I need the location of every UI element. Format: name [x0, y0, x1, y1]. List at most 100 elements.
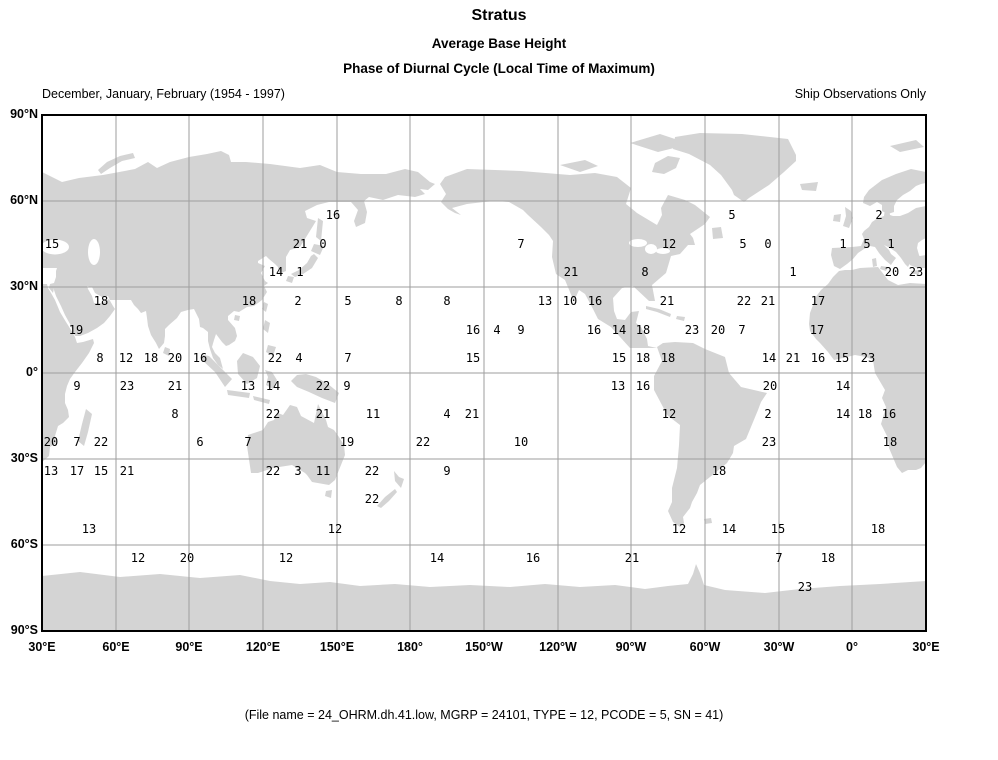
phase-hour-value: 18 — [241, 294, 257, 308]
phase-hour-value: 23 — [119, 379, 135, 393]
phase-hour-value: 11 — [315, 464, 331, 478]
phase-hour-value: 14 — [761, 351, 777, 365]
phase-hour-value: 4 — [493, 323, 501, 337]
phase-hour-value: 18 — [870, 522, 886, 536]
landmass — [843, 207, 853, 228]
phase-hour-value: 10 — [562, 294, 578, 308]
phase-hour-value: 16 — [465, 323, 481, 337]
x-tick-label: 30°E — [28, 640, 56, 654]
x-tick-label: 30°W — [763, 640, 795, 654]
phase-hour-value: 19 — [68, 323, 84, 337]
phase-hour-value: 9 — [517, 323, 525, 337]
phase-hour-value: 23 — [761, 435, 777, 449]
phase-hour-value: 12 — [327, 522, 343, 536]
phase-hour-value: 12 — [661, 407, 677, 421]
phase-hour-value: 21 — [563, 265, 579, 279]
y-tick-label: 30°N — [10, 279, 38, 293]
phase-hour-value: 22 — [265, 464, 281, 478]
phase-hour-value: 2 — [875, 208, 883, 222]
phase-hour-value: 12 — [671, 522, 687, 536]
phase-hour-value: 15 — [93, 464, 109, 478]
x-tick-label: 180° — [397, 640, 423, 654]
landmass — [712, 227, 723, 239]
phase-hour-value: 19 — [339, 435, 355, 449]
landmass — [291, 254, 318, 277]
phase-hour-value: 9 — [343, 379, 351, 393]
landmass — [377, 489, 397, 508]
phase-hour-value: 12 — [661, 237, 677, 251]
landmass — [646, 306, 671, 317]
x-tick-label: 150°W — [465, 640, 503, 654]
phase-hour-value: 20 — [710, 323, 726, 337]
phase-hour-value: 16 — [586, 323, 602, 337]
phase-hour-value: 7 — [73, 435, 81, 449]
phase-hour-value: 22 — [736, 294, 752, 308]
phase-hour-value: 16 — [192, 351, 208, 365]
sea — [919, 240, 926, 254]
landmass — [863, 169, 926, 214]
phase-hour-value: 9 — [443, 464, 451, 478]
phase-hour-value: 11 — [365, 407, 381, 421]
source-label: Ship Observations Only — [794, 87, 926, 101]
phase-hour-value: 22 — [364, 492, 380, 506]
phase-hour-value: 14 — [721, 522, 737, 536]
phase-hour-value: 22 — [315, 379, 331, 393]
sea — [645, 244, 657, 254]
phase-hour-value: 21 — [760, 294, 776, 308]
phase-hour-value: 21 — [785, 351, 801, 365]
landmass — [234, 315, 240, 321]
landmass — [263, 320, 270, 333]
phase-hour-value: 23 — [797, 580, 813, 594]
phase-hour-value: 20 — [179, 551, 195, 565]
landmass — [201, 355, 232, 387]
sea — [88, 239, 100, 265]
phase-hour-value: 21 — [167, 379, 183, 393]
phase-hour-value: 18 — [143, 351, 159, 365]
landmass — [908, 255, 926, 268]
phase-hour-value: 8 — [641, 265, 649, 279]
phase-hour-value: 13 — [610, 379, 626, 393]
phase-hour-value: 8 — [395, 294, 403, 308]
chart-subtitle-2: Phase of Diurnal Cycle (Local Time of Ma… — [343, 61, 655, 76]
x-tick-label: 0° — [846, 640, 858, 654]
phase-hour-value: 14 — [268, 265, 284, 279]
chart-subtitle-1: Average Base Height — [431, 36, 567, 51]
landmass — [833, 214, 841, 222]
phase-hour-value: 9 — [73, 379, 81, 393]
phase-hour-value: 15 — [611, 351, 627, 365]
phase-hour-value: 16 — [587, 294, 603, 308]
phase-hour-value: 17 — [809, 323, 825, 337]
phase-hour-value: 20 — [167, 351, 183, 365]
phase-hour-value: 21 — [624, 551, 640, 565]
landmass — [630, 134, 690, 152]
phase-hour-value: 1 — [839, 237, 847, 251]
phase-hour-value: 14 — [429, 551, 445, 565]
phase-hour-value: 0 — [764, 237, 772, 251]
landmass — [247, 404, 345, 485]
phase-hour-value: 23 — [860, 351, 876, 365]
phase-hour-value: 17 — [810, 294, 826, 308]
landmass — [42, 151, 435, 369]
landmass — [286, 276, 294, 283]
x-tick-label: 60°E — [102, 640, 130, 654]
phase-hour-value: 15 — [465, 351, 481, 365]
phase-hour-value: 8 — [171, 407, 179, 421]
landmass — [654, 342, 767, 527]
phase-hour-value: 21 — [292, 237, 308, 251]
phase-hour-value: 7 — [775, 551, 783, 565]
landmass — [652, 156, 680, 174]
phase-hour-value: 2 — [764, 407, 772, 421]
phase-hour-value: 20 — [884, 265, 900, 279]
sea — [42, 239, 69, 255]
x-tick-label: 120°W — [539, 640, 577, 654]
landmass — [78, 409, 92, 446]
phase-hour-value: 5 — [863, 237, 871, 251]
phase-hour-value: 4 — [443, 407, 451, 421]
chart-title: Stratus — [471, 7, 527, 24]
landmass — [266, 345, 276, 356]
landmass — [253, 396, 270, 404]
landmass — [676, 316, 685, 321]
sea — [656, 248, 670, 254]
landmass — [800, 182, 818, 191]
